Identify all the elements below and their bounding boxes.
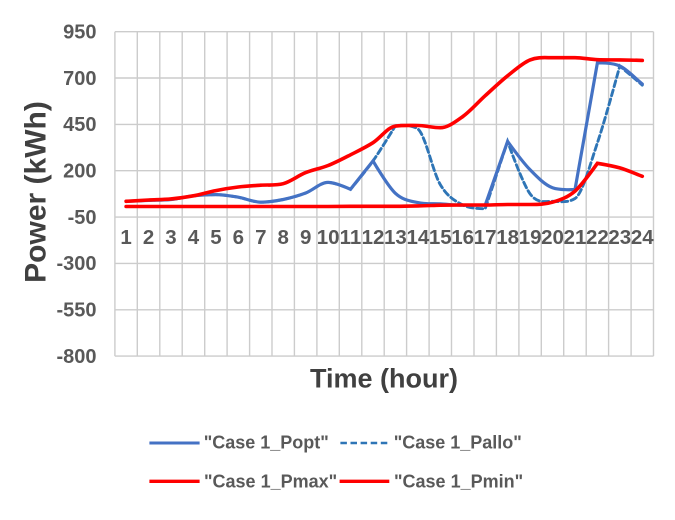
svg-text:"Case 1_Pallo": "Case 1_Pallo" xyxy=(394,433,522,453)
svg-text:13: 13 xyxy=(384,226,407,249)
svg-text:22: 22 xyxy=(586,226,609,249)
svg-text:18: 18 xyxy=(496,226,519,249)
svg-text:Time (hour): Time (hour) xyxy=(310,364,458,394)
svg-text:21: 21 xyxy=(564,226,587,249)
svg-text:11: 11 xyxy=(340,226,362,249)
svg-text:17: 17 xyxy=(474,226,497,249)
svg-text:2: 2 xyxy=(143,226,154,249)
svg-text:12: 12 xyxy=(362,226,385,249)
svg-text:-800: -800 xyxy=(56,346,96,368)
svg-text:8: 8 xyxy=(277,226,288,249)
svg-text:450: 450 xyxy=(63,114,96,136)
svg-text:20: 20 xyxy=(541,226,564,249)
svg-text:Power (kWh): Power (kWh) xyxy=(20,101,53,283)
svg-text:-550: -550 xyxy=(56,300,96,322)
svg-text:3: 3 xyxy=(165,226,176,249)
svg-text:"Case 1_Popt": "Case 1_Popt" xyxy=(204,433,329,453)
svg-text:23: 23 xyxy=(608,226,631,249)
svg-text:14: 14 xyxy=(406,226,429,249)
svg-text:950: 950 xyxy=(63,22,96,44)
svg-text:24: 24 xyxy=(631,226,654,249)
svg-text:5: 5 xyxy=(210,226,221,249)
svg-text:700: 700 xyxy=(63,68,96,90)
svg-text:19: 19 xyxy=(519,226,542,249)
svg-text:"Case 1_Pmax": "Case 1_Pmax" xyxy=(204,472,337,492)
svg-text:9: 9 xyxy=(300,226,311,249)
svg-text:"Case 1_Pmin": "Case 1_Pmin" xyxy=(394,472,523,492)
svg-text:7: 7 xyxy=(255,226,266,249)
svg-text:15: 15 xyxy=(429,226,452,249)
svg-text:200: 200 xyxy=(63,161,96,183)
svg-text:10: 10 xyxy=(317,226,340,249)
svg-text:16: 16 xyxy=(451,226,474,249)
svg-text:1: 1 xyxy=(120,226,131,249)
svg-text:-300: -300 xyxy=(56,253,96,275)
svg-text:6: 6 xyxy=(233,226,244,249)
svg-text:-50: -50 xyxy=(68,207,97,229)
svg-text:4: 4 xyxy=(188,226,200,249)
